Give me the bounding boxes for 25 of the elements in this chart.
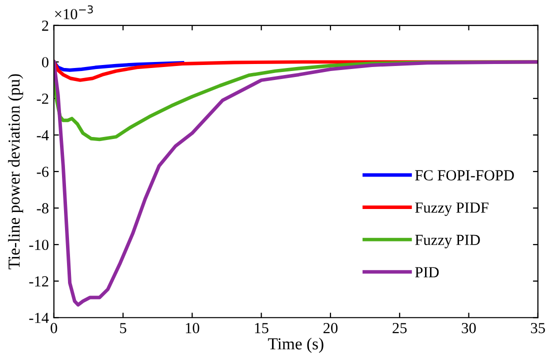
x-tick-label: 15 <box>255 323 268 334</box>
y-tick-label: -4 <box>36 130 49 140</box>
x-tick-label: 30 <box>462 322 476 334</box>
legend-label: Fuzzy PID <box>415 234 480 248</box>
x-axis-title: Time (s) <box>268 338 324 353</box>
x-tick-label: 0 <box>50 322 58 334</box>
y-axis-title: Tie-line power deviation (pu) <box>8 74 24 270</box>
line-series <box>54 60 538 307</box>
y-tick-label: -12 <box>29 276 48 286</box>
y-tick-label: -6 <box>36 166 49 177</box>
x-tick-label: 35 <box>530 322 545 334</box>
y-tick-label: -8 <box>36 203 48 214</box>
x-tick-label: 10 <box>186 322 200 334</box>
legend-label: FC FOPI-FOPD <box>415 170 514 180</box>
x-tick-label: 5 <box>120 323 126 334</box>
text: ×10$^{−3}$ <box>55 5 93 20</box>
y-tick-label: 2 <box>42 20 48 31</box>
legend-label: PID <box>415 267 439 278</box>
legend-label: Fuzzy PIDF <box>415 202 488 216</box>
x-tick-label: 25 <box>392 322 407 334</box>
y-tick-label: 0 <box>42 57 48 68</box>
y-tick-label: -14 <box>29 312 49 323</box>
y-tick-label: -2 <box>36 94 48 104</box>
x-tick-label: 20 <box>324 322 338 334</box>
y-tick-label: -10 <box>29 240 48 250</box>
